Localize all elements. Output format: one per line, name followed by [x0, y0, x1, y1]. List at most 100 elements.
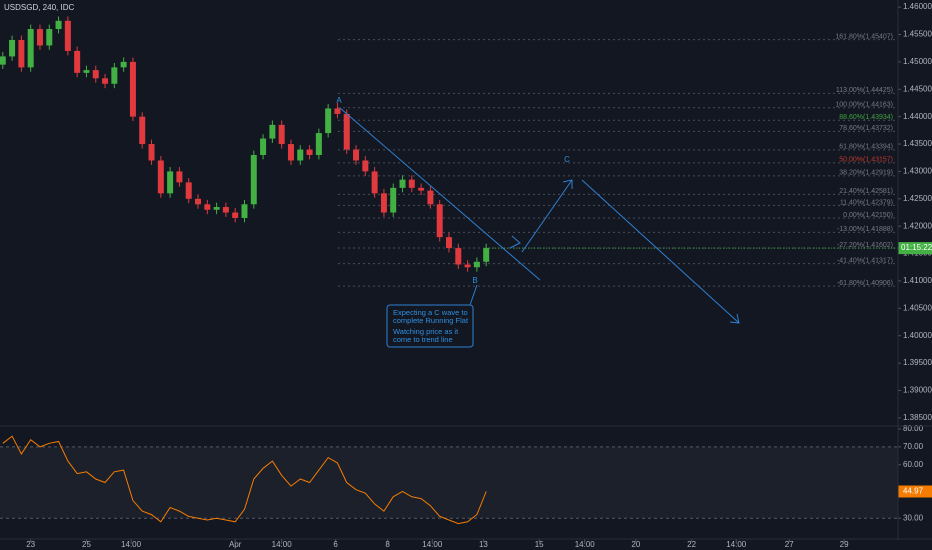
- x-tick-label: 14:00: [575, 540, 596, 549]
- x-tick-label: 13: [479, 540, 488, 549]
- candle-body: [129, 61, 136, 117]
- rsi-line: [2, 435, 487, 525]
- candle-body: [27, 29, 34, 68]
- candle-body: [157, 160, 164, 194]
- x-tick-label: 14:00: [422, 540, 443, 549]
- candle-body: [362, 160, 369, 172]
- fib-label: 50.00%(1.43157): [839, 157, 893, 164]
- note-text: complete Running Flat: [393, 316, 469, 325]
- candle-body: [371, 171, 378, 194]
- note-text: come to trend line: [393, 335, 453, 344]
- x-tick-label: 14:00: [121, 540, 142, 549]
- x-tick-label: 8: [385, 540, 390, 549]
- fib-label: 38.20%(1.42919): [839, 170, 893, 177]
- rsi-value-label: 44.97: [903, 487, 924, 496]
- fib-label: 113.00%(1.44425): [836, 87, 893, 94]
- candle-body: [464, 264, 471, 268]
- fib-label: 88.60%(1.43934): [839, 114, 893, 121]
- note-text: Expecting a C wave to: [393, 308, 468, 317]
- fib-label: -13.00%(1.41888): [837, 226, 893, 233]
- candle-body: [455, 248, 462, 265]
- candle-body: [111, 67, 118, 84]
- wave-label: A: [336, 96, 342, 105]
- rsi-y-tick-label: 80.00: [903, 424, 924, 433]
- y-tick-label: 1.38500: [903, 413, 932, 422]
- fib-label: 11.40%(1.42379): [840, 199, 893, 206]
- x-tick-label: Apr: [229, 540, 242, 549]
- candle-body: [436, 204, 443, 238]
- candle-body: [18, 39, 25, 68]
- x-tick-label: 23: [26, 540, 35, 549]
- x-tick-label: 6: [333, 540, 338, 549]
- fib-levels: 161.80%(1.45407) 113.00%(1.44425) 100.00%(…: [338, 33, 898, 287]
- y-tick-label: 1.42000: [903, 221, 932, 230]
- rsi-band: [0, 446, 898, 519]
- fib-label: 0.00%(1.42150): [843, 212, 893, 219]
- candle-body: [9, 39, 16, 57]
- candle-body: [297, 149, 304, 161]
- candle-body: [148, 144, 155, 161]
- y-tick-label: 1.40500: [903, 303, 932, 312]
- y-tick-label: 1.44500: [903, 84, 932, 93]
- candle-body: [36, 29, 43, 46]
- candle-body: [483, 248, 490, 262]
- fib-label: 161.80%(1.45407): [835, 33, 893, 40]
- candle-body: [418, 187, 425, 191]
- candle-body: [204, 204, 211, 210]
- candle-body: [390, 187, 397, 213]
- chart-title: USDSGD, 240, IDC: [4, 3, 74, 12]
- candle-body: [278, 124, 285, 145]
- x-tick-label: 25: [82, 540, 91, 549]
- trend-line: [339, 107, 541, 281]
- candle-body: [213, 207, 220, 210]
- arrow: [581, 179, 740, 324]
- candle-body: [325, 108, 332, 134]
- x-tick-label: 15: [535, 540, 544, 549]
- candle-body: [195, 198, 202, 205]
- rsi-value-box: [898, 485, 932, 498]
- fib-label: -27.20%(1.41602): [837, 242, 893, 249]
- candle-body: [380, 193, 387, 213]
- candle-body: [334, 108, 341, 114]
- candle-body: [250, 154, 257, 205]
- y-tick-label: 1.39000: [903, 386, 932, 395]
- candle-body: [427, 190, 434, 205]
- x-tick-label: 27: [785, 540, 794, 549]
- fib-label: -61.80%(1.40906): [837, 280, 893, 287]
- x-tick-label: 14:00: [272, 540, 293, 549]
- x-tick-label: 22: [687, 540, 696, 549]
- y-tick-label: 1.45000: [903, 57, 932, 66]
- arrow: [521, 179, 573, 253]
- x-tick-label: 29: [840, 540, 849, 549]
- rsi-y-tick-label: 30.00: [903, 513, 924, 522]
- wave-label: B: [472, 276, 477, 285]
- candle-body: [232, 212, 239, 218]
- candle-body: [446, 237, 452, 249]
- y-tick-label: 1.41000: [903, 276, 932, 285]
- candle-body: [408, 179, 415, 188]
- fib-label: 21.40%(1.42581): [839, 188, 893, 195]
- candle-body: [120, 61, 127, 68]
- candle-body: [55, 20, 62, 30]
- y-tick-label: 1.39500: [903, 358, 932, 367]
- wave-label: C: [564, 155, 570, 164]
- candle-body: [287, 144, 294, 161]
- x-tick-label: 14:00: [726, 540, 747, 549]
- candle-body: [0, 56, 6, 65]
- candle-body: [139, 116, 146, 145]
- candle-body: [64, 20, 71, 51]
- candle-body: [399, 179, 406, 188]
- candle-body: [185, 182, 192, 199]
- fib-label: 61.80%(1.43394): [839, 144, 893, 151]
- candle-body: [473, 261, 480, 268]
- y-tick-label: 1.42500: [903, 194, 932, 203]
- x-tick-label: 20: [631, 540, 640, 549]
- candle-body: [343, 113, 350, 150]
- note-text: Watching price as it: [393, 327, 459, 336]
- candle-body: [92, 70, 99, 79]
- fib-label: 100.00%(1.44163): [835, 102, 893, 109]
- y-tick-label: 1.43000: [903, 167, 932, 176]
- candle-body: [353, 149, 360, 161]
